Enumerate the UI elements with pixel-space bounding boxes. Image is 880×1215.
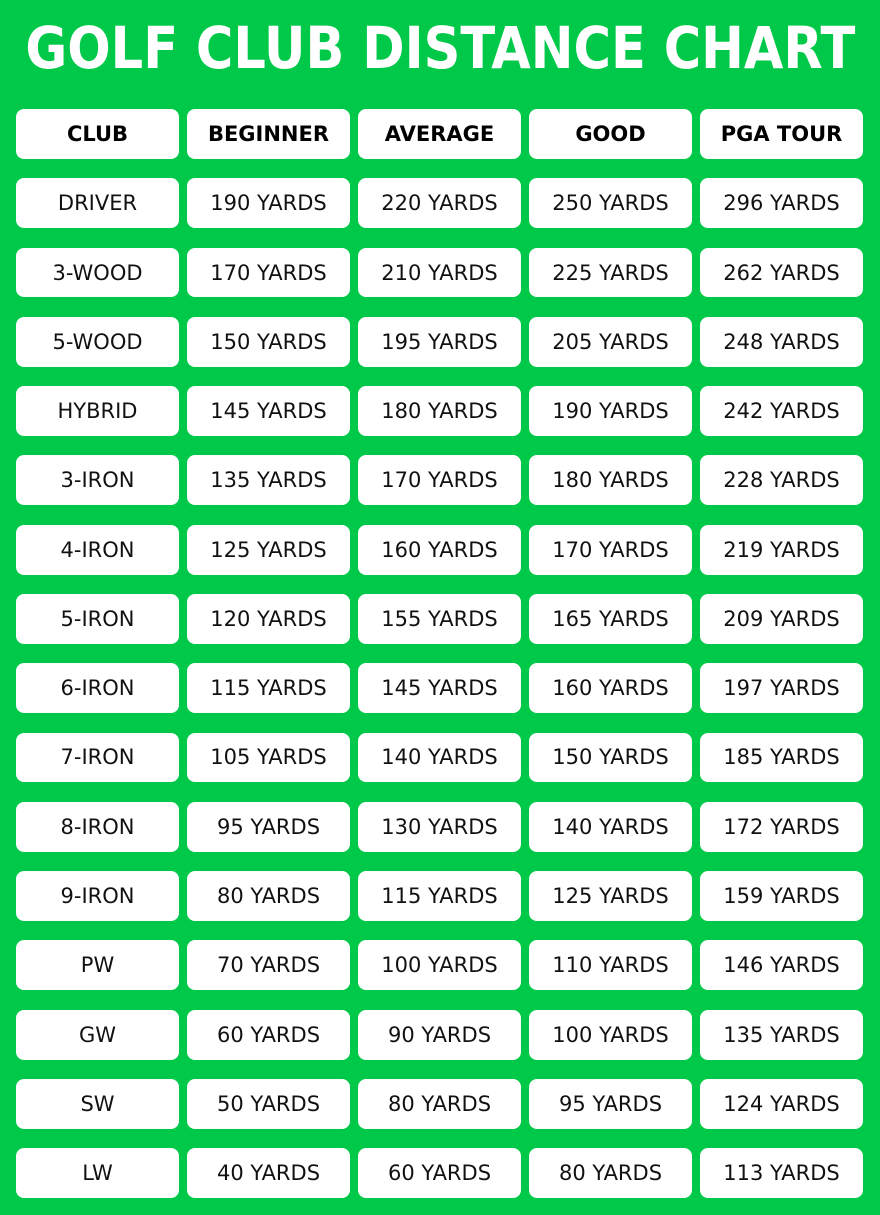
distance-cell: 150 YARDS [187,316,350,367]
distance-cell: 135 YARDS [187,455,350,506]
distance-cell: 172 YARDS [700,801,863,852]
distance-cell: 225 YARDS [529,247,692,298]
club-name-cell: 9-IRON [16,871,179,921]
distance-cell: 170 YARDS [187,247,350,298]
distance-cell: 105 YARDS [187,732,350,783]
distance-cell: 140 YARDS [358,732,521,783]
distance-table: CLUB BEGINNER AVERAGE GOOD PGA TOUR DRIVER 190… [16,109,863,1199]
club-name-cell: HYBRID [16,386,179,437]
club-name-cell: 3-WOOD [16,247,179,298]
club-name-cell: SW [16,1078,179,1129]
club-name-cell: DRIVER [16,178,179,229]
distance-cell: 80 YARDS [529,1148,692,1199]
distance-cell: 95 YARDS [529,1078,692,1129]
distance-cell: 190 YARDS [187,178,350,229]
distance-cell: 60 YARDS [187,1009,350,1060]
club-name-cell: GW [16,1009,179,1060]
club-name-cell: 3-IRON [16,455,179,506]
distance-cell: 165 YARDS [529,593,692,644]
distance-cell: 80 YARDS [187,871,350,921]
distance-cell: 190 YARDS [529,386,692,437]
distance-cell: 140 YARDS [529,801,692,852]
distance-cell: 110 YARDS [529,940,692,991]
distance-cell: 40 YARDS [187,1148,350,1199]
distance-cell: 159 YARDS [700,871,863,921]
distance-cell: 185 YARDS [700,732,863,783]
distance-cell: 250 YARDS [529,178,692,229]
club-name-cell: PW [16,940,179,991]
distance-cell: 197 YARDS [700,663,863,714]
distance-cell: 242 YARDS [700,386,863,437]
chart-title: GOLF CLUB DISTANCE CHART [25,14,855,82]
distance-cell: 248 YARDS [700,316,863,367]
distance-cell: 120 YARDS [187,593,350,644]
club-name-cell: LW [16,1148,179,1199]
distance-cell: 170 YARDS [529,524,692,575]
distance-cell: 100 YARDS [358,940,521,991]
distance-cell: 95 YARDS [187,801,350,852]
distance-cell: 60 YARDS [358,1148,521,1199]
distance-cell: 180 YARDS [358,386,521,437]
distance-cell: 124 YARDS [700,1078,863,1129]
distance-cell: 150 YARDS [529,732,692,783]
distance-cell: 146 YARDS [700,940,863,991]
distance-cell: 115 YARDS [187,663,350,714]
column-header: CLUB [16,109,179,159]
column-header: BEGINNER [187,109,350,159]
distance-cell: 125 YARDS [529,871,692,921]
distance-cell: 100 YARDS [529,1009,692,1060]
distance-cell: 296 YARDS [700,178,863,229]
distance-cell: 209 YARDS [700,593,863,644]
column-header: GOOD [529,109,692,159]
distance-cell: 115 YARDS [358,871,521,921]
club-name-cell: 4-IRON [16,524,179,575]
distance-cell: 160 YARDS [529,663,692,714]
distance-cell: 220 YARDS [358,178,521,229]
club-name-cell: 7-IRON [16,732,179,783]
distance-cell: 205 YARDS [529,316,692,367]
distance-cell: 210 YARDS [358,247,521,298]
chart-title-container: GOLF CLUB DISTANCE CHART [0,12,880,84]
distance-cell: 113 YARDS [700,1148,863,1199]
column-header: PGA TOUR [700,109,863,159]
distance-cell: 70 YARDS [187,940,350,991]
distance-cell: 145 YARDS [187,386,350,437]
club-name-cell: 5-IRON [16,593,179,644]
distance-cell: 170 YARDS [358,455,521,506]
distance-cell: 50 YARDS [187,1078,350,1129]
distance-cell: 262 YARDS [700,247,863,298]
distance-cell: 155 YARDS [358,593,521,644]
distance-cell: 80 YARDS [358,1078,521,1129]
distance-cell: 180 YARDS [529,455,692,506]
distance-cell: 90 YARDS [358,1009,521,1060]
distance-cell: 219 YARDS [700,524,863,575]
distance-cell: 145 YARDS [358,663,521,714]
club-name-cell: 6-IRON [16,663,179,714]
distance-cell: 228 YARDS [700,455,863,506]
distance-cell: 125 YARDS [187,524,350,575]
distance-cell: 160 YARDS [358,524,521,575]
distance-cell: 135 YARDS [700,1009,863,1060]
club-name-cell: 8-IRON [16,801,179,852]
club-name-cell: 5-WOOD [16,316,179,367]
distance-cell: 195 YARDS [358,316,521,367]
distance-cell: 130 YARDS [358,801,521,852]
column-header: AVERAGE [358,109,521,159]
